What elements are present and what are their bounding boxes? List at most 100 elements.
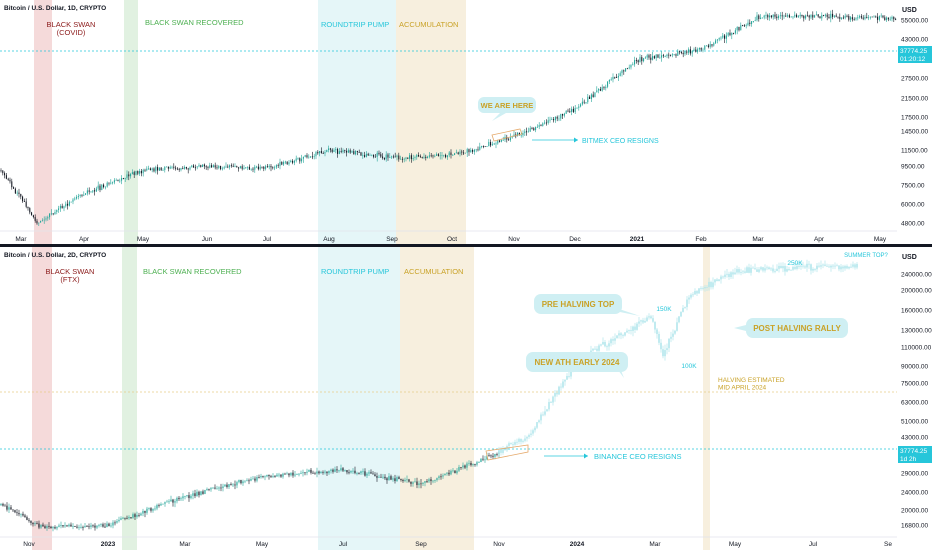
candle-body (646, 55, 648, 58)
candle-body (32, 215, 34, 218)
candle-body (2, 170, 4, 174)
projection-body (694, 291, 696, 295)
candle-body (118, 519, 120, 522)
candle-body (226, 484, 228, 488)
candle-body (344, 470, 346, 471)
projection-body (678, 316, 680, 323)
candle-body (479, 146, 481, 150)
candle-body (294, 474, 296, 476)
candle-body (643, 58, 645, 62)
candle-body (517, 132, 519, 137)
candle-body (320, 471, 322, 474)
candle-body (616, 77, 618, 78)
candle-body (260, 476, 262, 478)
candle-body (486, 455, 488, 460)
candle-body (72, 526, 74, 527)
candle-body (100, 524, 102, 526)
candle-body (374, 474, 376, 477)
panel-divider[interactable] (0, 244, 932, 247)
candle-body (664, 56, 666, 57)
wedge-pattern (491, 128, 523, 142)
candle-body (272, 167, 274, 169)
candle-body (324, 152, 326, 154)
candle-body (448, 152, 450, 156)
candle-body (214, 165, 216, 168)
candle-body (851, 17, 853, 20)
projection-body (774, 270, 776, 272)
candle-body (713, 43, 715, 46)
candle-body (54, 212, 56, 215)
candle-body (144, 510, 146, 513)
x-tick-label: Nov (23, 541, 35, 548)
y-axis-bg (897, 247, 932, 550)
candle-body (436, 478, 438, 481)
projection-body (530, 433, 532, 435)
candle-body (464, 152, 466, 154)
candle-body (252, 168, 254, 170)
candle-body (198, 165, 200, 167)
candle-body (14, 510, 16, 513)
projection-body (596, 348, 598, 351)
candle-body (394, 478, 396, 482)
projection-body (800, 265, 802, 267)
candle-body (160, 504, 162, 506)
candle-body (146, 508, 148, 513)
candle-body (864, 17, 866, 19)
candle-body (454, 470, 456, 474)
price-target-label: 150K (656, 306, 672, 313)
projection-body (748, 267, 750, 273)
projection-body (762, 267, 764, 271)
x-tick-label: Jun (202, 236, 213, 243)
candle-body (391, 156, 393, 158)
y-tick-label: 11500.00 (901, 148, 928, 155)
candle-body (787, 15, 789, 17)
projection-body (756, 269, 758, 272)
candle-body (490, 142, 492, 146)
candle-body (581, 101, 583, 105)
candle-body (328, 470, 330, 474)
candle-body (42, 524, 44, 527)
projection-body (652, 318, 654, 322)
candle-body (182, 168, 184, 169)
candle-body (64, 525, 66, 527)
candle-body (482, 458, 484, 460)
candle-body (216, 167, 218, 169)
x-tick-label: Se (884, 541, 892, 548)
candle-body (409, 155, 411, 159)
projection-body (536, 422, 538, 428)
candle-body (18, 192, 20, 194)
candle-body (207, 167, 209, 168)
candle-body (18, 513, 20, 515)
candle-body (202, 491, 204, 494)
candle-body (385, 154, 387, 160)
candle-body (715, 40, 717, 44)
projection-body (614, 338, 616, 341)
candle-body (274, 167, 276, 169)
candle-body (563, 113, 565, 116)
candle-body (821, 15, 823, 19)
candle-body (673, 54, 675, 56)
candle-body (4, 173, 6, 176)
candle-body (384, 476, 386, 479)
projection-candles (498, 259, 858, 456)
candle-body (632, 64, 634, 66)
candle-body (472, 464, 474, 466)
candle-body (612, 76, 614, 80)
projection-body (782, 266, 784, 269)
projection-body (618, 333, 620, 336)
projection-body (518, 438, 520, 442)
projection-body (644, 320, 646, 323)
candle-body (142, 510, 144, 514)
candle-body (96, 525, 98, 528)
projection-body (564, 379, 566, 382)
x-tick-label: May (256, 541, 269, 548)
y-tick-label: 51000.00 (901, 419, 928, 426)
candle-body (210, 488, 212, 490)
projection-body (594, 348, 596, 350)
candle-body (155, 167, 157, 172)
candle-body (697, 49, 699, 52)
projection-body (666, 348, 668, 351)
candle-body (805, 15, 807, 19)
candle-body (785, 15, 787, 17)
candle-body (90, 191, 92, 193)
